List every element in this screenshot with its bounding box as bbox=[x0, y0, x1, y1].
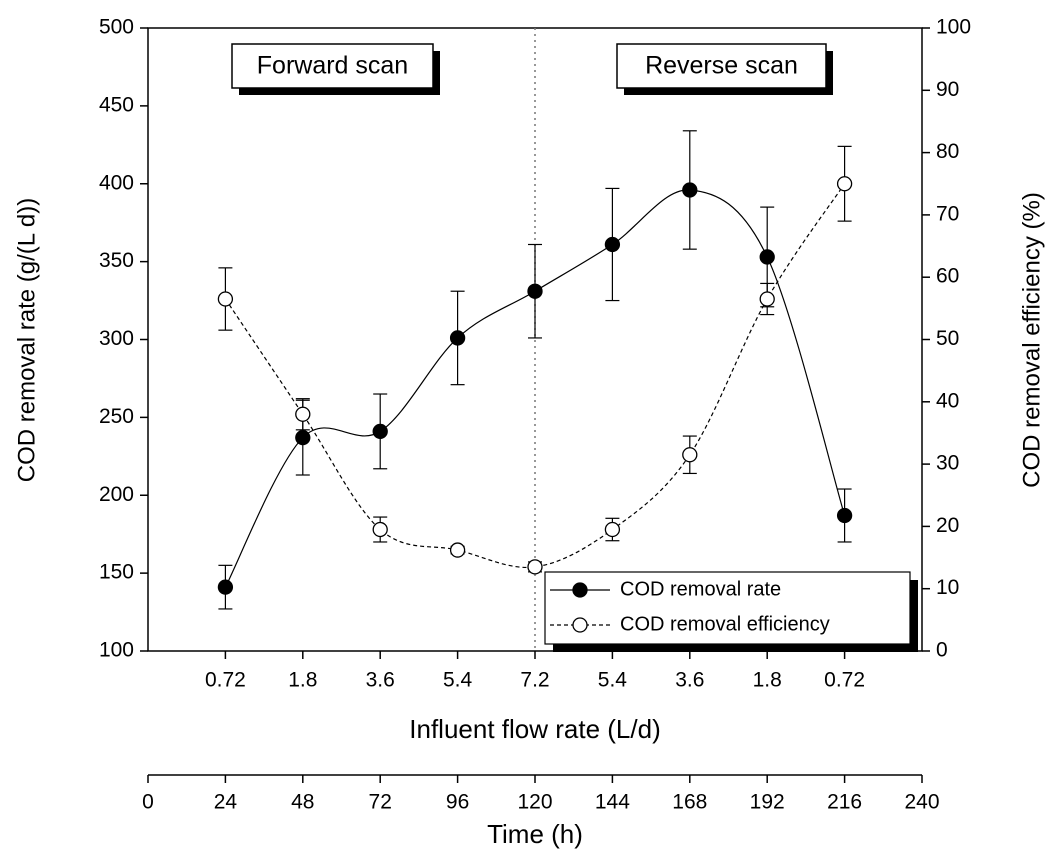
point bbox=[217, 579, 234, 595]
y-tick-label: 350 bbox=[99, 249, 134, 272]
y2-tick-label: 20 bbox=[936, 514, 959, 537]
x-tick-label: 7.2 bbox=[520, 669, 549, 692]
y2-tick-label: 80 bbox=[936, 140, 959, 163]
x-tick-label: 5.4 bbox=[443, 669, 473, 692]
x-tick-label: 1.8 bbox=[288, 669, 317, 692]
time-tick-label: 24 bbox=[214, 791, 238, 814]
point bbox=[527, 559, 543, 575]
time-tick-label: 0 bbox=[142, 791, 154, 814]
point bbox=[836, 176, 853, 192]
time-tick-label: 240 bbox=[904, 791, 939, 814]
point bbox=[372, 423, 388, 440]
x-tick-label: 3.6 bbox=[675, 669, 704, 692]
point bbox=[604, 521, 621, 538]
point bbox=[604, 236, 621, 253]
time-tick-label: 144 bbox=[595, 791, 630, 814]
legend-label: COD removal efficiency bbox=[620, 613, 830, 635]
y-tick-label: 400 bbox=[99, 171, 134, 194]
y-tick-label: 100 bbox=[99, 639, 134, 662]
annotation: Reverse scan bbox=[645, 52, 798, 80]
x-tick-label: 5.4 bbox=[598, 669, 628, 692]
y-tick-label: 500 bbox=[99, 16, 134, 39]
point bbox=[682, 182, 698, 198]
y2-tick-label: 60 bbox=[936, 265, 959, 288]
y-tick-label: 150 bbox=[99, 561, 134, 584]
point bbox=[449, 330, 466, 346]
y2-tick-label: 40 bbox=[936, 389, 959, 412]
y2-tick-label: 90 bbox=[936, 78, 959, 101]
y-axis-title: COD removal rate (g/(L d)) bbox=[13, 198, 40, 483]
y2-tick-label: 30 bbox=[936, 452, 959, 475]
point bbox=[217, 291, 234, 307]
time-axis-title: Time (h) bbox=[487, 819, 583, 849]
time-tick-label: 120 bbox=[517, 791, 552, 814]
point bbox=[295, 406, 311, 422]
time-tick-label: 216 bbox=[827, 791, 862, 814]
point bbox=[682, 447, 698, 463]
x-axis-title: Influent flow rate (L/d) bbox=[409, 714, 660, 744]
time-tick-label: 48 bbox=[291, 791, 314, 814]
annotation: Forward scan bbox=[257, 52, 408, 80]
x-tick-label: 1.8 bbox=[753, 669, 782, 692]
x-tick-label: 0.72 bbox=[205, 669, 246, 692]
y2-axis-title: COD removal efficiency (%) bbox=[1018, 192, 1045, 488]
time-tick-label: 168 bbox=[672, 791, 707, 814]
point bbox=[372, 521, 388, 538]
y-tick-label: 300 bbox=[99, 327, 134, 350]
y-tick-label: 450 bbox=[99, 93, 134, 116]
annotation-box bbox=[231, 43, 434, 89]
x-tick-label: 0.72 bbox=[824, 669, 865, 692]
y2-tick-label: 70 bbox=[936, 202, 959, 225]
point bbox=[836, 507, 853, 524]
legend-box bbox=[544, 571, 911, 645]
legend-label: COD removal rate bbox=[620, 578, 781, 600]
point bbox=[759, 291, 775, 307]
legend-marker bbox=[572, 582, 588, 598]
time-tick-label: 72 bbox=[369, 791, 392, 814]
y2-tick-label: 10 bbox=[936, 576, 959, 599]
y2-tick-label: 50 bbox=[936, 327, 959, 350]
annotation-box bbox=[616, 43, 827, 89]
point bbox=[295, 429, 311, 446]
y-tick-label: 200 bbox=[99, 483, 134, 506]
point bbox=[527, 283, 543, 299]
time-tick-label: 96 bbox=[446, 791, 469, 814]
time-tick-label: 192 bbox=[750, 791, 785, 814]
legend-marker bbox=[572, 617, 588, 633]
point bbox=[449, 542, 466, 558]
y2-tick-label: 0 bbox=[936, 639, 948, 662]
y2-tick-label: 100 bbox=[936, 16, 971, 39]
point bbox=[759, 249, 775, 265]
x-tick-label: 3.6 bbox=[366, 669, 395, 692]
y-tick-label: 250 bbox=[99, 405, 134, 428]
